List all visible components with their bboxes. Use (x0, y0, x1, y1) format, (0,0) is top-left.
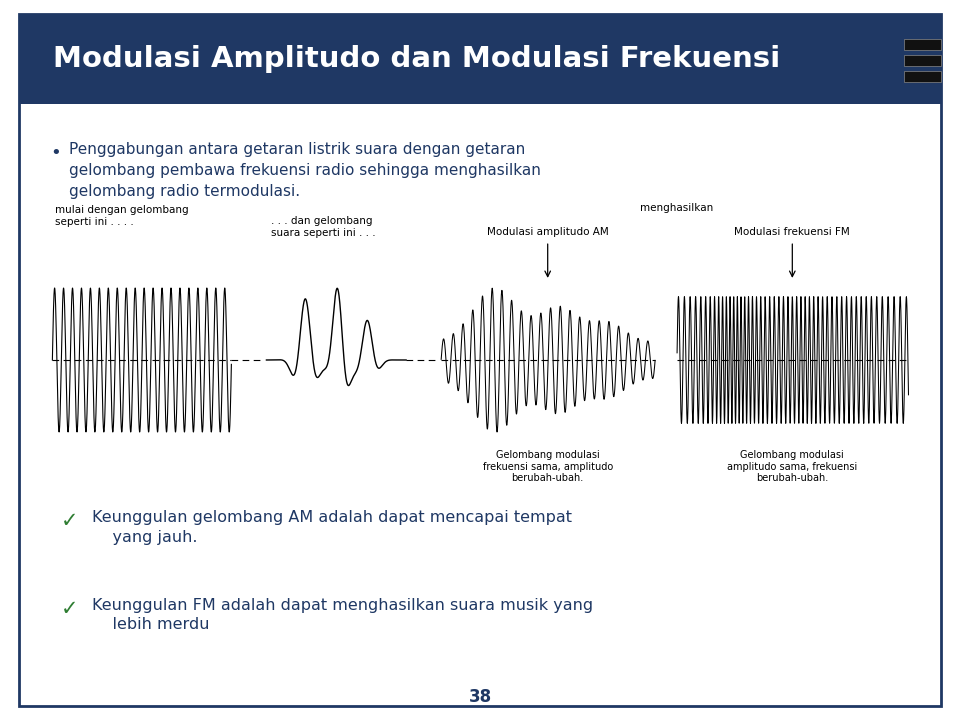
FancyBboxPatch shape (904, 39, 941, 50)
FancyBboxPatch shape (19, 14, 941, 104)
Text: Keunggulan gelombang AM adalah dapat mencapai tempat
    yang jauh.: Keunggulan gelombang AM adalah dapat men… (92, 510, 572, 544)
Text: Keunggulan FM adalah dapat menghasilkan suara musik yang
    lebih merdu: Keunggulan FM adalah dapat menghasilkan … (92, 598, 593, 632)
Text: 38: 38 (468, 688, 492, 706)
Text: Gelombang modulasi
amplitudo sama, frekuensi
berubah-ubah.: Gelombang modulasi amplitudo sama, freku… (727, 450, 857, 483)
FancyBboxPatch shape (904, 55, 941, 66)
Text: . . . dan gelombang
suara seperti ini . . .: . . . dan gelombang suara seperti ini . … (271, 216, 375, 238)
Text: mulai dengan gelombang
seperti ini . . . .: mulai dengan gelombang seperti ini . . .… (55, 205, 188, 227)
Text: Penggabungan antara getaran listrik suara dengan getaran
gelombang pembawa freku: Penggabungan antara getaran listrik suar… (69, 142, 541, 199)
Text: Modulasi Amplitudo dan Modulasi Frekuensi: Modulasi Amplitudo dan Modulasi Frekuens… (53, 45, 780, 73)
Text: Gelombang modulasi
frekuensi sama, amplitudo
berubah-ubah.: Gelombang modulasi frekuensi sama, ampli… (483, 450, 612, 483)
FancyBboxPatch shape (904, 71, 941, 82)
Text: Modulasi amplitudo AM: Modulasi amplitudo AM (487, 227, 609, 237)
Text: •: • (50, 144, 60, 162)
Text: Modulasi frekuensi FM: Modulasi frekuensi FM (734, 227, 851, 237)
Text: ✓: ✓ (61, 599, 79, 619)
Text: menghasilkan: menghasilkan (640, 203, 713, 213)
FancyBboxPatch shape (19, 14, 941, 706)
Text: ✓: ✓ (61, 511, 79, 531)
